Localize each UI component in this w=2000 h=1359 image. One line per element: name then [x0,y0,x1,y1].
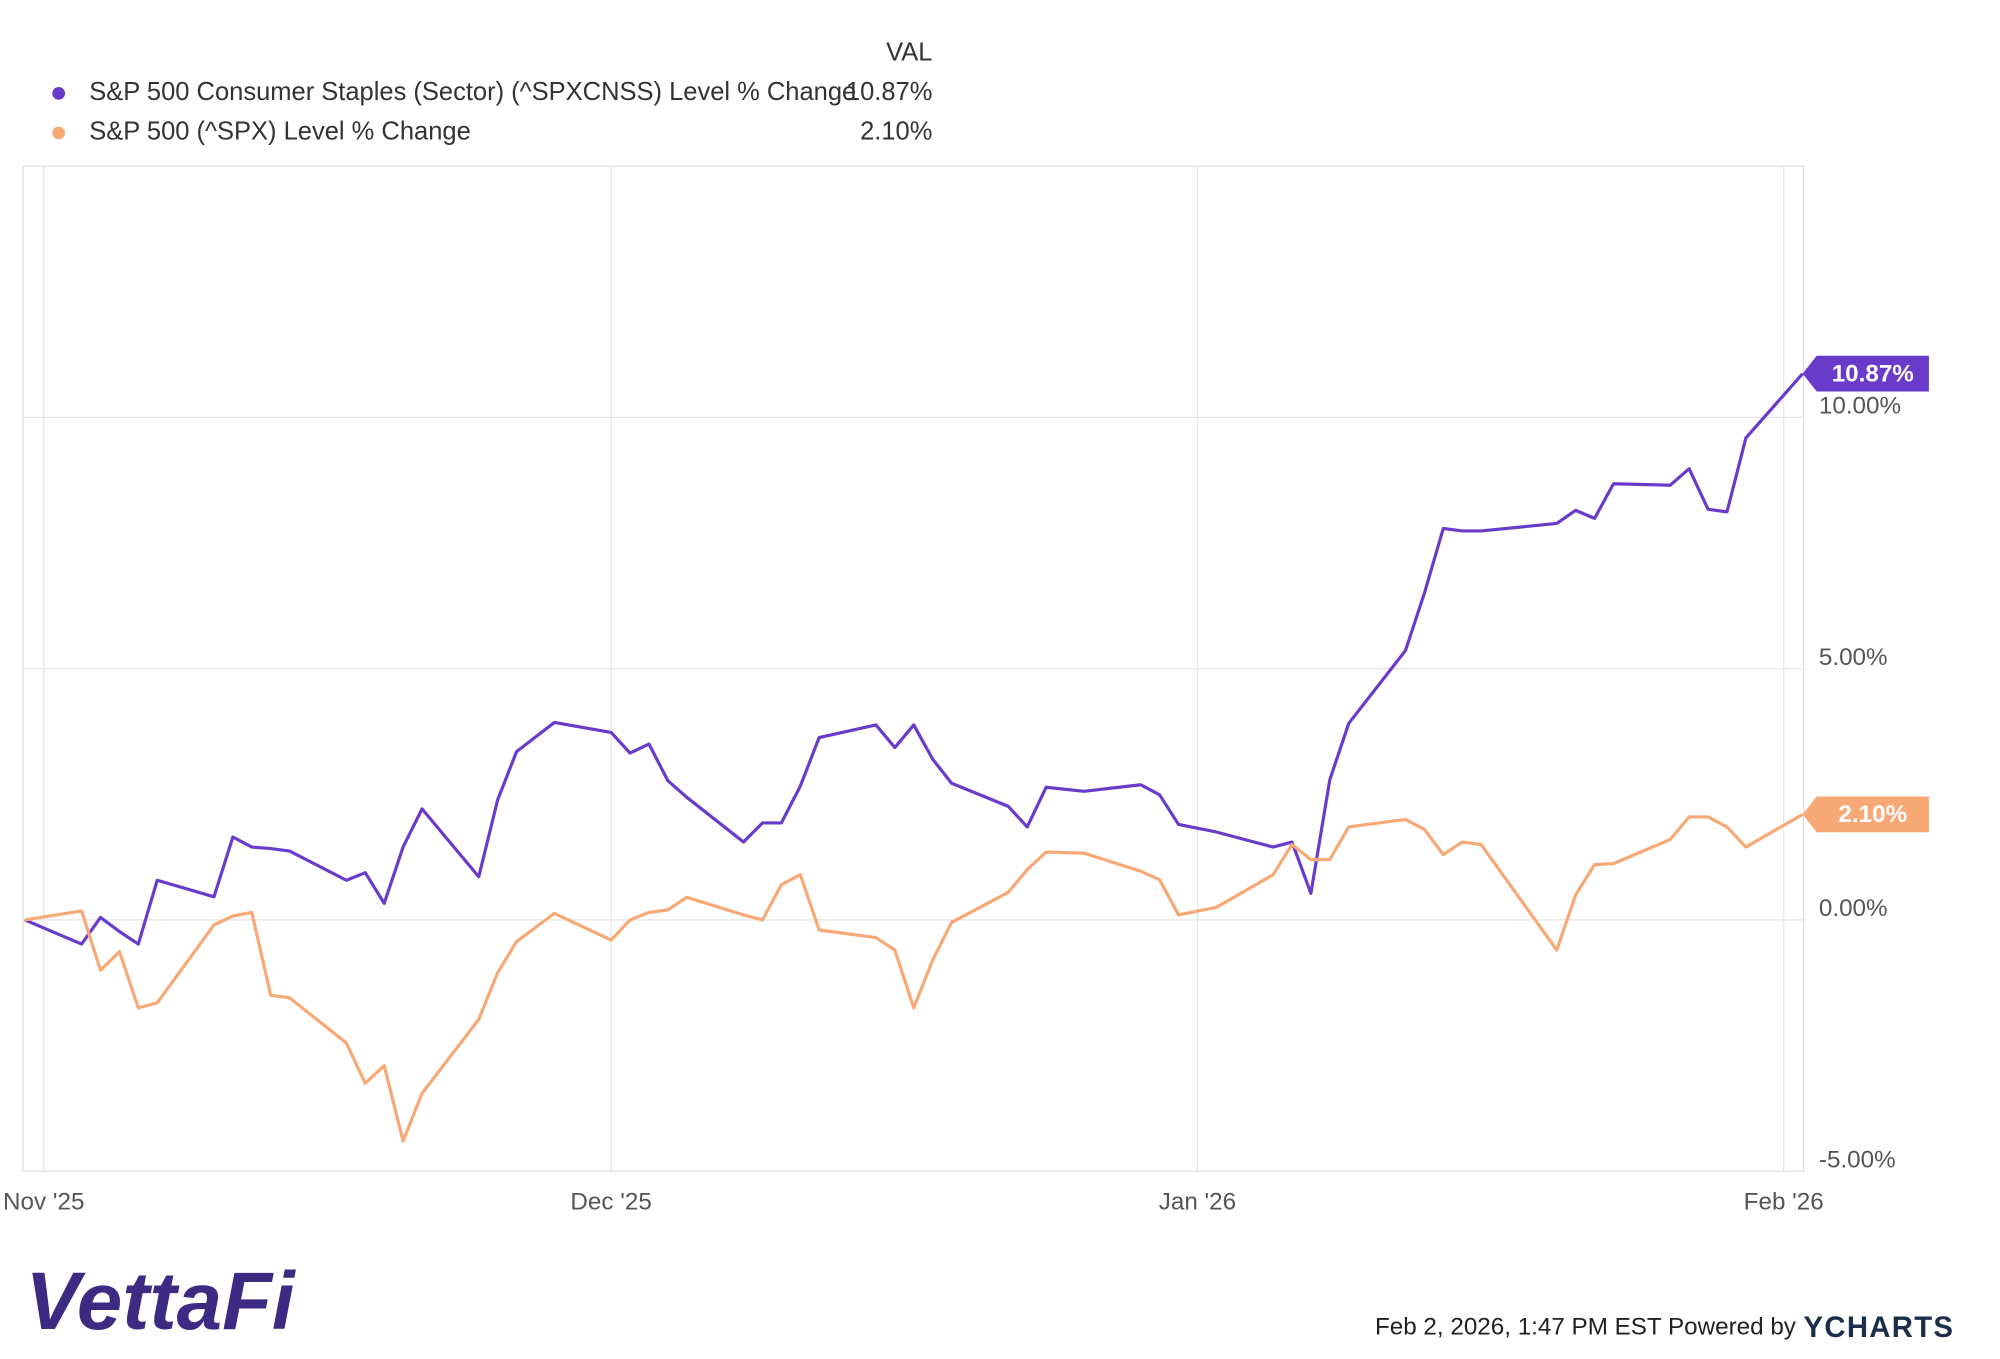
end-tag [1802,796,1929,833]
legend-value: 2.10% [860,118,932,146]
end-tag [1802,355,1929,392]
legend-value: 10.87% [846,78,933,106]
end-tag-label: 10.87% [1832,360,1914,387]
legend-header: VAL [886,39,932,67]
y-tick-label: 5.00% [1819,644,1888,671]
end-tag-label: 2.10% [1838,801,1907,828]
x-tick-label: Feb '26 [1744,1189,1824,1216]
footer-text: Feb 2, 2026, 1:47 PM EST Powered by [1375,1314,1797,1341]
legend-marker [52,87,66,100]
x-tick-label: Dec '25 [570,1189,651,1216]
y-tick-label: 0.00% [1819,895,1888,922]
series-line [24,372,1804,946]
legend-label: S&P 500 Consumer Staples (Sector) (^SPXC… [89,78,856,106]
x-tick-label: Jan '26 [1159,1189,1236,1216]
x-tick-label: Nov '25 [3,1189,84,1216]
logo: VettaFi [26,1256,297,1347]
y-tick-label: -5.00% [1819,1146,1896,1173]
series-line [24,813,1804,1143]
legend-label: S&P 500 (^SPX) Level % Change [89,118,470,146]
y-tick-label: 10.00% [1819,393,1901,420]
footer-brand: YCHARTS [1804,1311,1955,1344]
legend-marker [52,126,66,140]
